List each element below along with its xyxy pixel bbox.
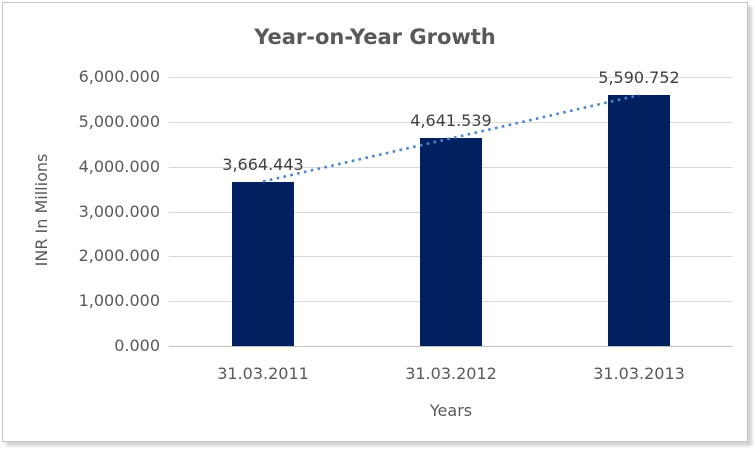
data-label: 5,590.752 bbox=[598, 68, 680, 88]
bar-31.03.2013 bbox=[608, 95, 670, 346]
plot-area bbox=[169, 77, 733, 347]
x-tick-label: 31.03.2011 bbox=[217, 364, 309, 383]
y-tick-label: 1,000.000 bbox=[78, 291, 160, 311]
data-label: 3,664.443 bbox=[222, 154, 304, 174]
x-axis-title: Years bbox=[429, 401, 473, 420]
y-tick-label: 6,000.000 bbox=[78, 67, 160, 86]
y-tick-label: 0.000 bbox=[114, 336, 160, 355]
data-label: 4,641.539 bbox=[410, 110, 492, 130]
y-tick-label: 4,000.000 bbox=[78, 156, 160, 176]
y-tick-label: 3,000.000 bbox=[78, 201, 160, 221]
y-tick-label: 5,000.000 bbox=[78, 111, 160, 131]
x-tick-label: 31.03.2012 bbox=[405, 364, 497, 383]
bar-31.03.2011 bbox=[232, 181, 294, 346]
chart-frame: Year-on-Year Growth INR In Millions 6,00… bbox=[2, 2, 748, 442]
bar-31.03.2012 bbox=[420, 137, 482, 346]
y-tick-label: 2,000.000 bbox=[78, 246, 160, 266]
chart-title: Year-on-Year Growth bbox=[254, 25, 496, 49]
x-tick-label: 31.03.2013 bbox=[593, 364, 685, 383]
x-axis-line bbox=[169, 346, 733, 347]
gridline bbox=[169, 77, 733, 78]
